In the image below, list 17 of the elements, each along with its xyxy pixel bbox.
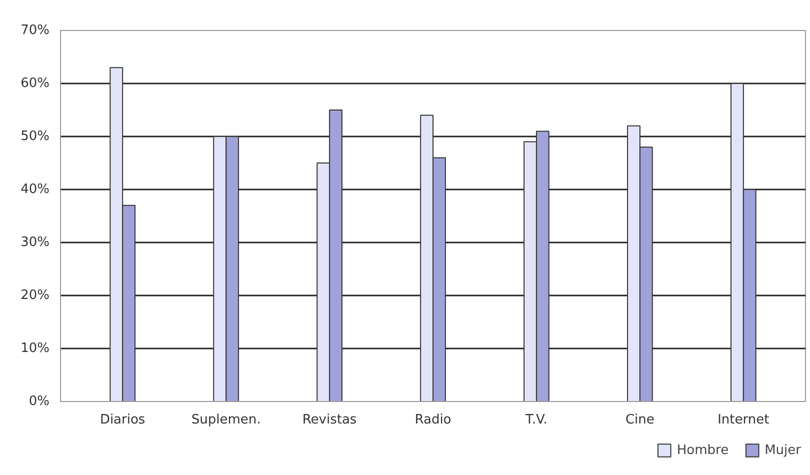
y-tick-label: 40% (20, 182, 50, 197)
x-tick-label: Internet (718, 412, 770, 428)
y-tick-label: 70% (20, 23, 50, 38)
y-tick-label: 20% (20, 288, 50, 303)
x-tick-label: Diarios (100, 412, 146, 428)
x-tick-label: Suplemen. (191, 412, 261, 428)
legend-label: Hombre (676, 442, 729, 458)
x-tick-label: T.V. (524, 412, 548, 428)
y-tick-label: 60% (20, 76, 50, 91)
x-tick-label: Revistas (302, 412, 357, 428)
y-tick-label: 10% (20, 341, 50, 356)
x-tick-label: Cine (625, 412, 654, 428)
y-tick-label: 50% (20, 129, 50, 144)
y-tick-label: 30% (20, 235, 50, 250)
x-tick-label: Radio (414, 412, 452, 428)
y-tick-label: 0% (28, 394, 50, 409)
legend-label: Mujer (764, 442, 801, 458)
